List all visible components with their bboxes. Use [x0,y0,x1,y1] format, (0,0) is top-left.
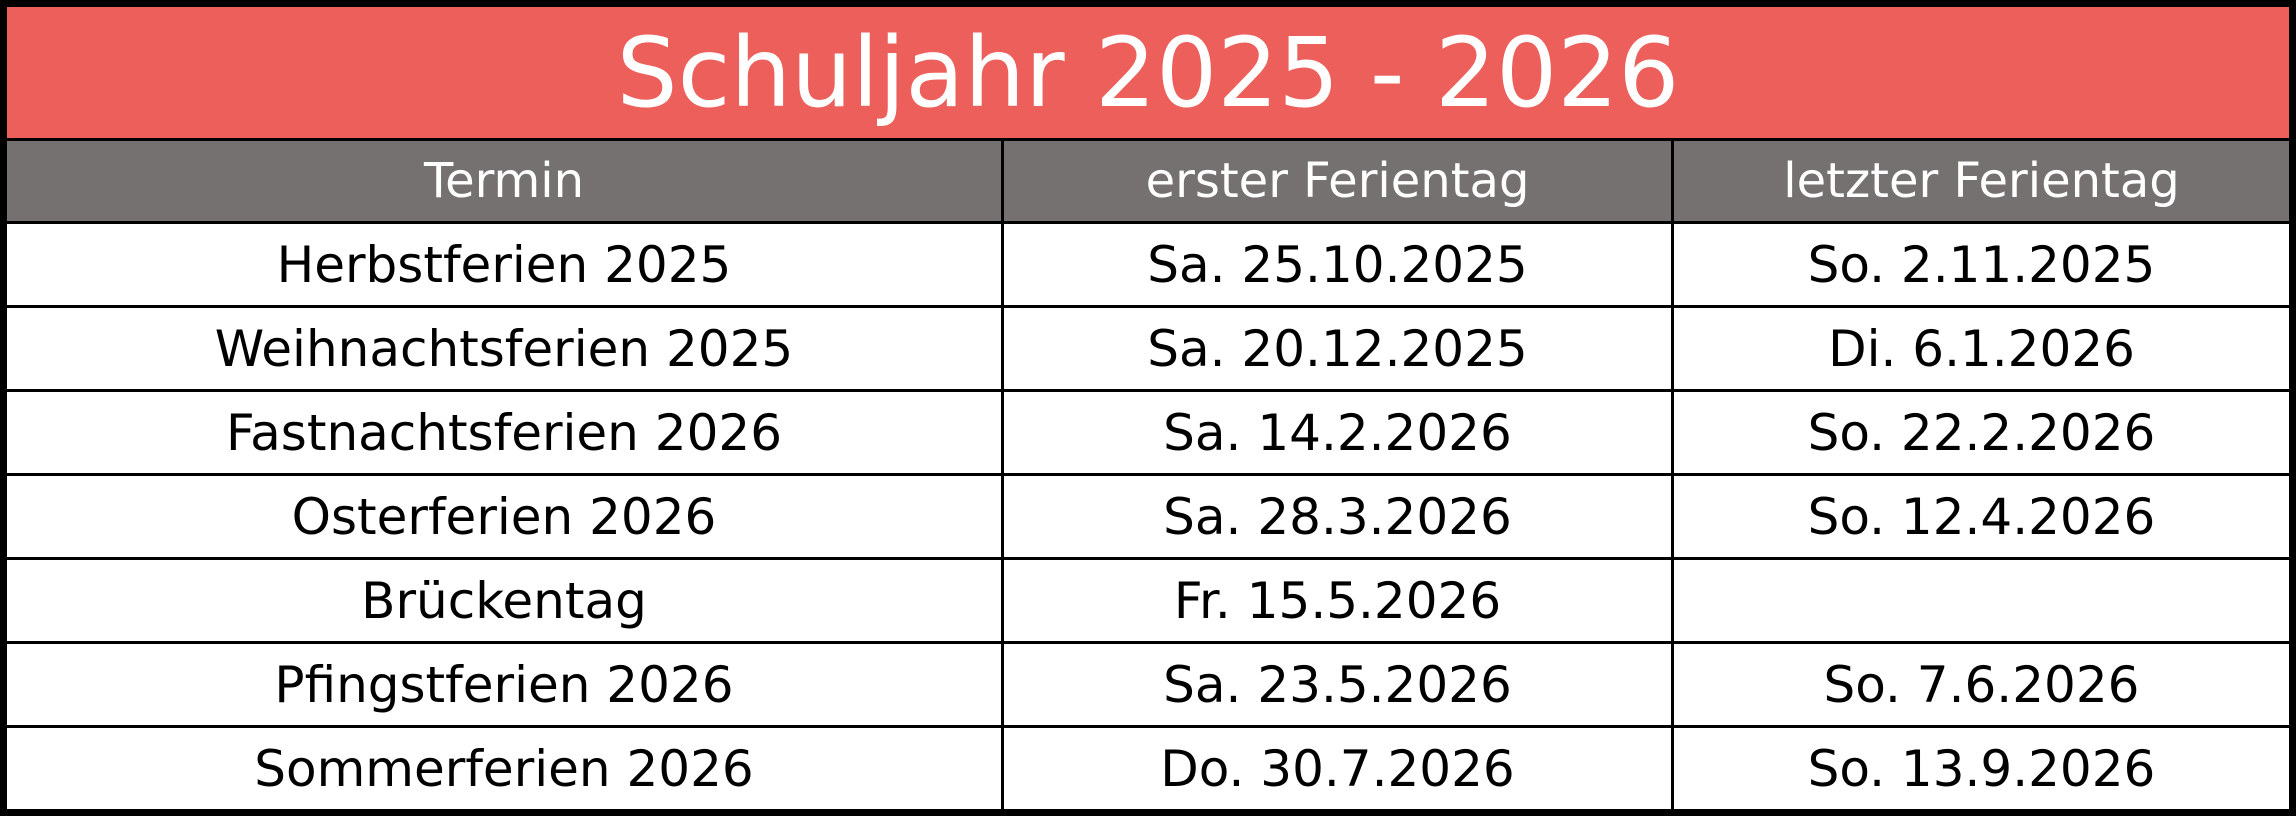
table-cell: Brückentag [7,560,1001,641]
table-cell: So. 13.9.2026 [1674,728,2289,809]
table-cell: Fr. 15.5.2026 [1004,560,1671,641]
table-cell: So. 22.2.2026 [1674,392,2289,473]
table-cell: Sa. 20.12.2025 [1004,308,1671,389]
table-title: Schuljahr 2025 - 2026 [7,7,2289,138]
schedule-table: Schuljahr 2025 - 2026 Termin erster Ferie… [7,7,2289,809]
table-cell: Osterferien 2026 [7,476,1001,557]
header-cell: erster Ferientag [1004,141,1671,221]
table-cell: Sa. 28.3.2026 [1004,476,1671,557]
table-cell: Sa. 14.2.2026 [1004,392,1671,473]
table-cell: Sommerferien 2026 [7,728,1001,809]
table-cell: So. 12.4.2026 [1674,476,2289,557]
table-cell: So. 7.6.2026 [1674,644,2289,725]
table-cell: Pfingstferien 2026 [7,644,1001,725]
empty-cell [1674,560,2289,641]
header-cell: Termin [7,141,1001,221]
table-cell: Weihnachtsferien 2025 [7,308,1001,389]
table-cell: Do. 30.7.2026 [1004,728,1671,809]
table-cell: Fastnachtsferien 2026 [7,392,1001,473]
table-cell: Sa. 25.10.2025 [1004,224,1671,305]
table-cell: Sa. 23.5.2026 [1004,644,1671,725]
table-cell: Di. 6.1.2026 [1674,308,2289,389]
table-cell: So. 2.11.2025 [1674,224,2289,305]
table-cell: Herbstferien 2025 [7,224,1001,305]
header-cell: letzter Ferientag [1674,141,2289,221]
